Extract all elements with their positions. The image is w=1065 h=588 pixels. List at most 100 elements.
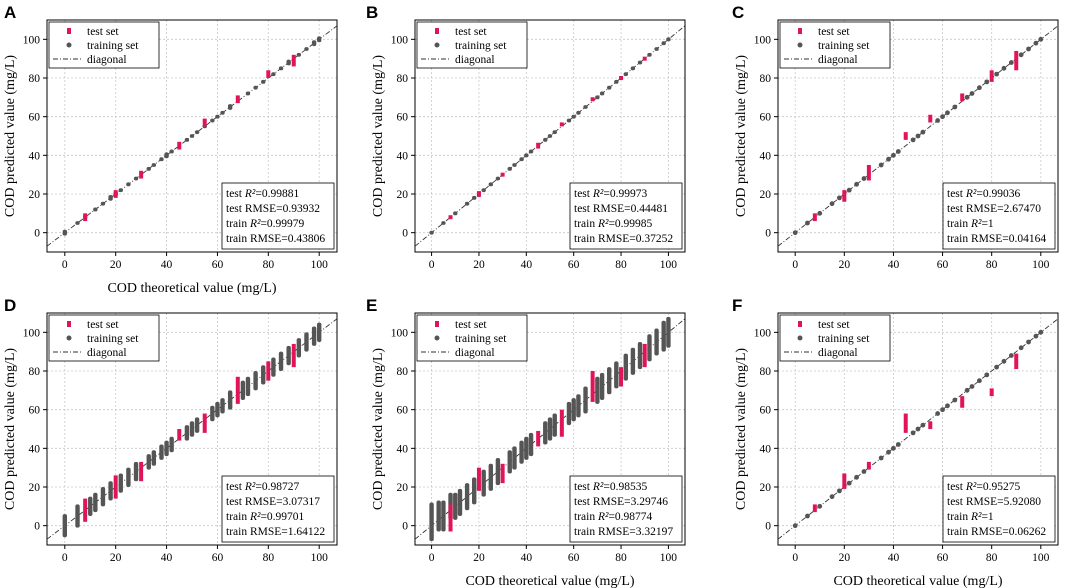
- legend-test-label: test set: [87, 26, 119, 38]
- x-tick-label: 100: [1032, 552, 1050, 564]
- training-point: [296, 52, 302, 57]
- training-point: [817, 503, 823, 509]
- training-point: [210, 118, 215, 123]
- training-point: [75, 221, 80, 225]
- training-point: [62, 229, 68, 236]
- training-point: [93, 207, 98, 212]
- x-tick-label: 0: [62, 259, 68, 271]
- test-point: [1014, 353, 1019, 370]
- training-point: [647, 52, 652, 57]
- training-point: [666, 316, 671, 348]
- training-point: [576, 110, 581, 115]
- x-tick-label: 100: [1032, 259, 1050, 271]
- training-point: [189, 134, 195, 138]
- training-point: [547, 134, 553, 138]
- training-point: [792, 523, 798, 529]
- y-tick-label: 40: [760, 443, 772, 455]
- y-tick-label: 60: [397, 405, 409, 417]
- legend-train-label: training set: [87, 40, 139, 52]
- training-point: [464, 201, 470, 206]
- training-point: [805, 220, 810, 226]
- training-point: [304, 47, 309, 51]
- training-point: [215, 401, 220, 418]
- training-point: [661, 320, 666, 352]
- y-tick-label: 40: [397, 443, 409, 455]
- plot-frame: [777, 312, 1059, 546]
- training-point: [969, 91, 975, 96]
- plot-frame: [46, 19, 338, 253]
- panel-letter: E: [366, 296, 377, 315]
- training-point: [316, 322, 322, 342]
- training-point: [512, 446, 517, 470]
- training-point: [994, 364, 999, 370]
- stats-line: test R²=0.98727: [226, 481, 299, 493]
- test-point: [1014, 50, 1019, 71]
- training-point: [436, 500, 441, 532]
- y-tick-label: 100: [391, 34, 409, 46]
- training-point: [118, 473, 123, 493]
- legend-train-marker: [797, 335, 803, 341]
- training-point: [519, 440, 524, 464]
- stats-line: train R²=1: [947, 511, 994, 523]
- x-tick-label: 40: [521, 259, 533, 271]
- y-tick-label: 80: [29, 366, 41, 378]
- training-point: [507, 166, 512, 171]
- test-point: [590, 371, 595, 402]
- x-tick-label: 100: [311, 259, 329, 271]
- legend-test-label: test set: [455, 26, 487, 38]
- training-point: [441, 221, 446, 225]
- training-point: [1018, 345, 1024, 351]
- training-point: [920, 129, 926, 135]
- training-point: [630, 347, 636, 375]
- plot-frame: [414, 312, 686, 546]
- training-point: [133, 461, 139, 482]
- training-point: [595, 376, 600, 404]
- training-point: [278, 351, 284, 371]
- training-point: [253, 85, 258, 90]
- panel-E: E 0 20 40 60 80 100 0 20 40 60 80 100 COD predicted v…: [366, 296, 686, 588]
- legend-train-label: training set: [87, 333, 139, 345]
- training-point: [654, 328, 659, 356]
- training-point: [552, 130, 557, 135]
- training-point: [108, 481, 113, 501]
- training-point: [169, 149, 174, 154]
- training-point: [623, 353, 628, 381]
- test-point: [960, 396, 965, 408]
- y-tick-label: 100: [754, 327, 772, 339]
- stats-line: test R²=0.99036: [947, 188, 1020, 200]
- training-point: [792, 230, 798, 236]
- training-point: [1026, 46, 1031, 52]
- test-point: [500, 172, 505, 177]
- legend: test set training set diagonal: [779, 314, 891, 362]
- panel-letter: A: [4, 3, 16, 22]
- legend-test-label: test set: [818, 319, 850, 331]
- training-point: [920, 422, 926, 428]
- training-point: [311, 40, 317, 47]
- training-point: [184, 137, 190, 142]
- plot-area: [415, 316, 685, 542]
- training-point: [1038, 329, 1044, 335]
- training-point: [453, 492, 458, 520]
- training-point: [240, 380, 246, 400]
- stats-frame: [221, 182, 335, 250]
- y-tick-label: 60: [29, 405, 41, 417]
- training-point: [891, 152, 896, 158]
- legend-diagonal-label: diagonal: [455, 54, 495, 66]
- stats-line: train RMSE=0.37252: [574, 233, 673, 245]
- training-point: [253, 371, 258, 391]
- test-point: [448, 504, 453, 532]
- legend-train-label: training set: [818, 40, 870, 52]
- plot-frame: [777, 19, 1059, 253]
- panel-A: A 0 20 40 60 80 100 0 20 40 60 80 100 COD predicted v…: [3, 3, 338, 296]
- training-point: [566, 118, 572, 123]
- test-point: [559, 409, 564, 437]
- plot-area: [778, 25, 1058, 247]
- training-point: [895, 442, 901, 447]
- y-tick-label: 0: [402, 228, 408, 240]
- y-tick-label: 20: [397, 482, 409, 494]
- training-point: [829, 201, 835, 207]
- training-point: [910, 137, 916, 143]
- y-tick-label: 40: [29, 150, 41, 162]
- training-point: [837, 488, 842, 494]
- x-tick-label: 100: [660, 259, 678, 271]
